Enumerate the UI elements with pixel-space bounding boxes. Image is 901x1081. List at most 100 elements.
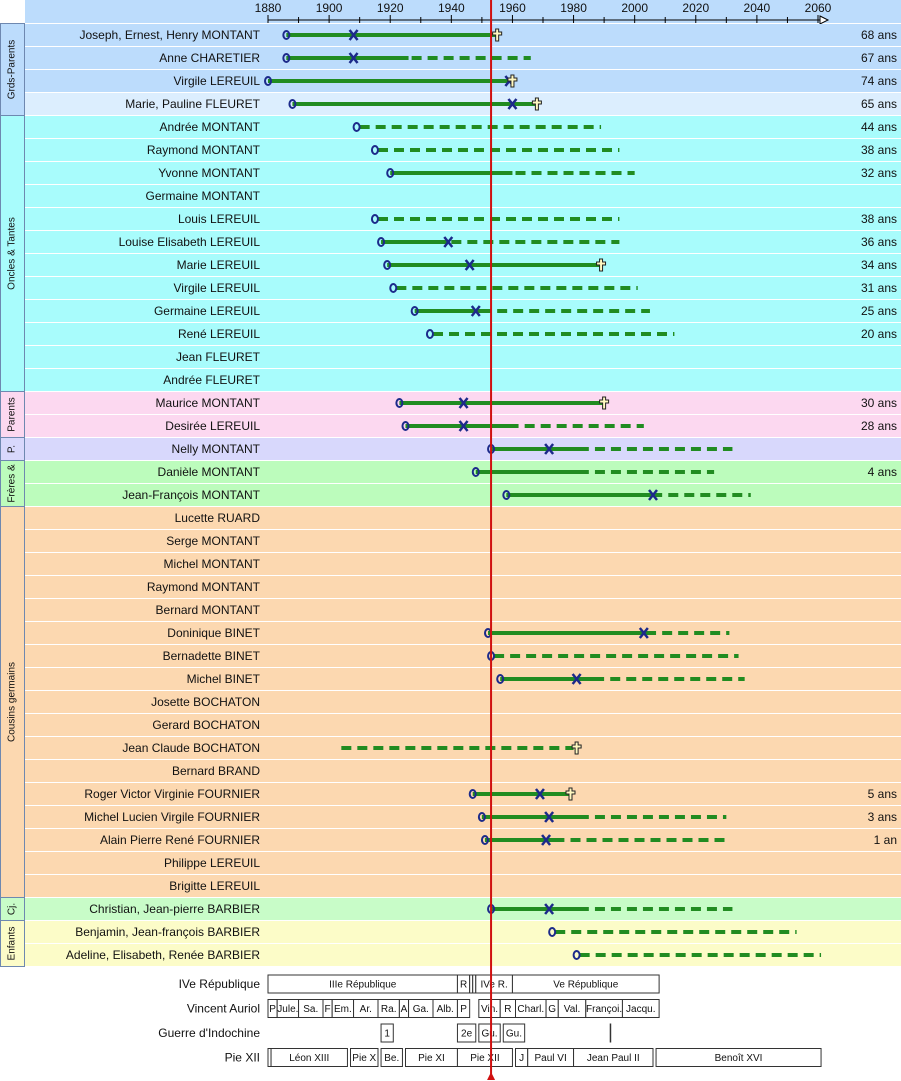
person-name: Marie LEREUIL: [177, 258, 261, 272]
marriage-marker: [458, 397, 469, 409]
person-name: Nelly MONTANT: [172, 442, 261, 456]
period-label: Ga.: [413, 1004, 429, 1015]
period-box: [573, 1048, 654, 1067]
period-box: [350, 1048, 379, 1067]
person-name: Yvonne MONTANT: [158, 166, 260, 180]
period-label: Be.: [384, 1053, 399, 1064]
birth-marker: [425, 329, 434, 339]
birth-marker: [572, 950, 581, 960]
age-label: 67 ans: [861, 51, 897, 65]
person-name: Marie, Pauline FLEURET: [125, 97, 260, 111]
marriage-marker: [464, 259, 475, 271]
period-label: Françoi.: [586, 1004, 622, 1015]
x-tick-label: 2060: [805, 1, 832, 15]
period-label: Sa.: [303, 1004, 318, 1015]
group-label: Frères &: [7, 464, 18, 503]
person-name: Bernadette BINET: [163, 649, 261, 663]
person-name: Josette BOCHATON: [151, 695, 260, 709]
marriage-marker: [544, 811, 555, 823]
row-band: [25, 760, 901, 782]
marriage-marker: [648, 489, 658, 501]
period-label: Gu.: [481, 1029, 497, 1040]
age-label: 4 ans: [868, 465, 897, 479]
row-band: [25, 507, 901, 529]
period-label: Jacqu.: [626, 1004, 655, 1015]
row-band: [25, 829, 901, 851]
row-band: [25, 530, 901, 552]
birth-marker: [383, 260, 392, 270]
group-label: Enfants: [7, 927, 18, 961]
person-name: Joseph, Ernest, Henry MONTANT: [80, 28, 261, 42]
birth-marker: [352, 122, 361, 132]
period-label: Jean Paul II: [587, 1053, 640, 1064]
x-tick-label: 2020: [682, 1, 709, 15]
person-name: Raymond MONTANT: [147, 580, 261, 594]
death-marker: [571, 741, 582, 755]
period-box: [456, 999, 471, 1018]
group-label: P.: [7, 445, 18, 453]
death-marker: [507, 74, 518, 88]
row-band: [25, 599, 901, 621]
period-label: Ra.: [381, 1004, 397, 1015]
period-box: [511, 974, 660, 994]
birth-marker: [401, 421, 410, 431]
axis-arrow: [819, 15, 830, 25]
period-box: [609, 1023, 612, 1043]
group-label: Oncles & Tantes: [7, 217, 18, 290]
birth-marker: [370, 145, 379, 155]
group-band: [0, 506, 25, 898]
x-tick-label: 1920: [377, 1, 404, 15]
person-name: René LEREUIL: [178, 327, 260, 341]
person-name: Christian, Jean-pierre BARBIER: [89, 902, 260, 916]
person-name: Germaine MONTANT: [146, 189, 261, 203]
period-box: [502, 1023, 526, 1043]
period-label: Jule.: [277, 1004, 298, 1015]
period-box: [380, 1048, 403, 1067]
birth-marker: [548, 927, 557, 937]
row-band: [25, 921, 901, 943]
period-label: Em.: [334, 1004, 352, 1015]
birth-marker: [370, 214, 379, 224]
birth-marker: [496, 674, 505, 684]
period-label: P: [269, 1004, 276, 1015]
group-band: [0, 920, 25, 967]
row-band: [25, 645, 901, 667]
age-label: 32 ans: [861, 166, 897, 180]
person-name: Virgile LEREUIL: [174, 281, 261, 295]
person-name: Andrée MONTANT: [160, 120, 261, 134]
marriage-marker: [541, 834, 552, 846]
person-name: Alain Pierre René FOURNIER: [100, 833, 260, 847]
person-name: Brigitte LEREUIL: [169, 879, 260, 893]
row-band: [25, 553, 901, 575]
person-name: Roger Victor Virginie FOURNIER: [84, 787, 260, 801]
row-band: [25, 461, 901, 483]
birth-marker: [410, 306, 419, 316]
birth-marker: [477, 812, 486, 822]
marriage-marker: [544, 443, 555, 455]
row-band: [25, 806, 901, 828]
period-label: Léon XIII: [289, 1053, 329, 1064]
period-row-label: Pie XII: [225, 1051, 260, 1065]
marriage-marker: [507, 98, 518, 110]
period-label: 1: [384, 1029, 390, 1040]
marriage-marker: [544, 903, 555, 915]
period-label: Paul VI: [535, 1053, 567, 1064]
person-name: Germaine LEREUIL: [154, 304, 260, 318]
birth-marker: [282, 53, 291, 63]
period-label: Pie XI: [418, 1053, 445, 1064]
row-band: [25, 185, 901, 207]
group-label: Grds-Parents: [7, 40, 18, 99]
marriage-marker: [348, 52, 359, 64]
birth-marker: [264, 76, 272, 86]
period-label: Benoît XVI: [715, 1053, 763, 1064]
age-label: 3 ans: [868, 810, 897, 824]
person-name: Desirée LEREUIL: [165, 419, 260, 433]
death-marker: [492, 28, 503, 42]
birth-marker: [468, 789, 477, 799]
person-name: Doninique BINET: [167, 626, 260, 640]
person-name: Michel Lucien Virgile FOURNIER: [84, 810, 260, 824]
marriage-marker: [470, 305, 481, 317]
marriage-marker: [458, 420, 469, 432]
birth-marker: [389, 283, 398, 293]
period-label: J: [519, 1053, 524, 1064]
